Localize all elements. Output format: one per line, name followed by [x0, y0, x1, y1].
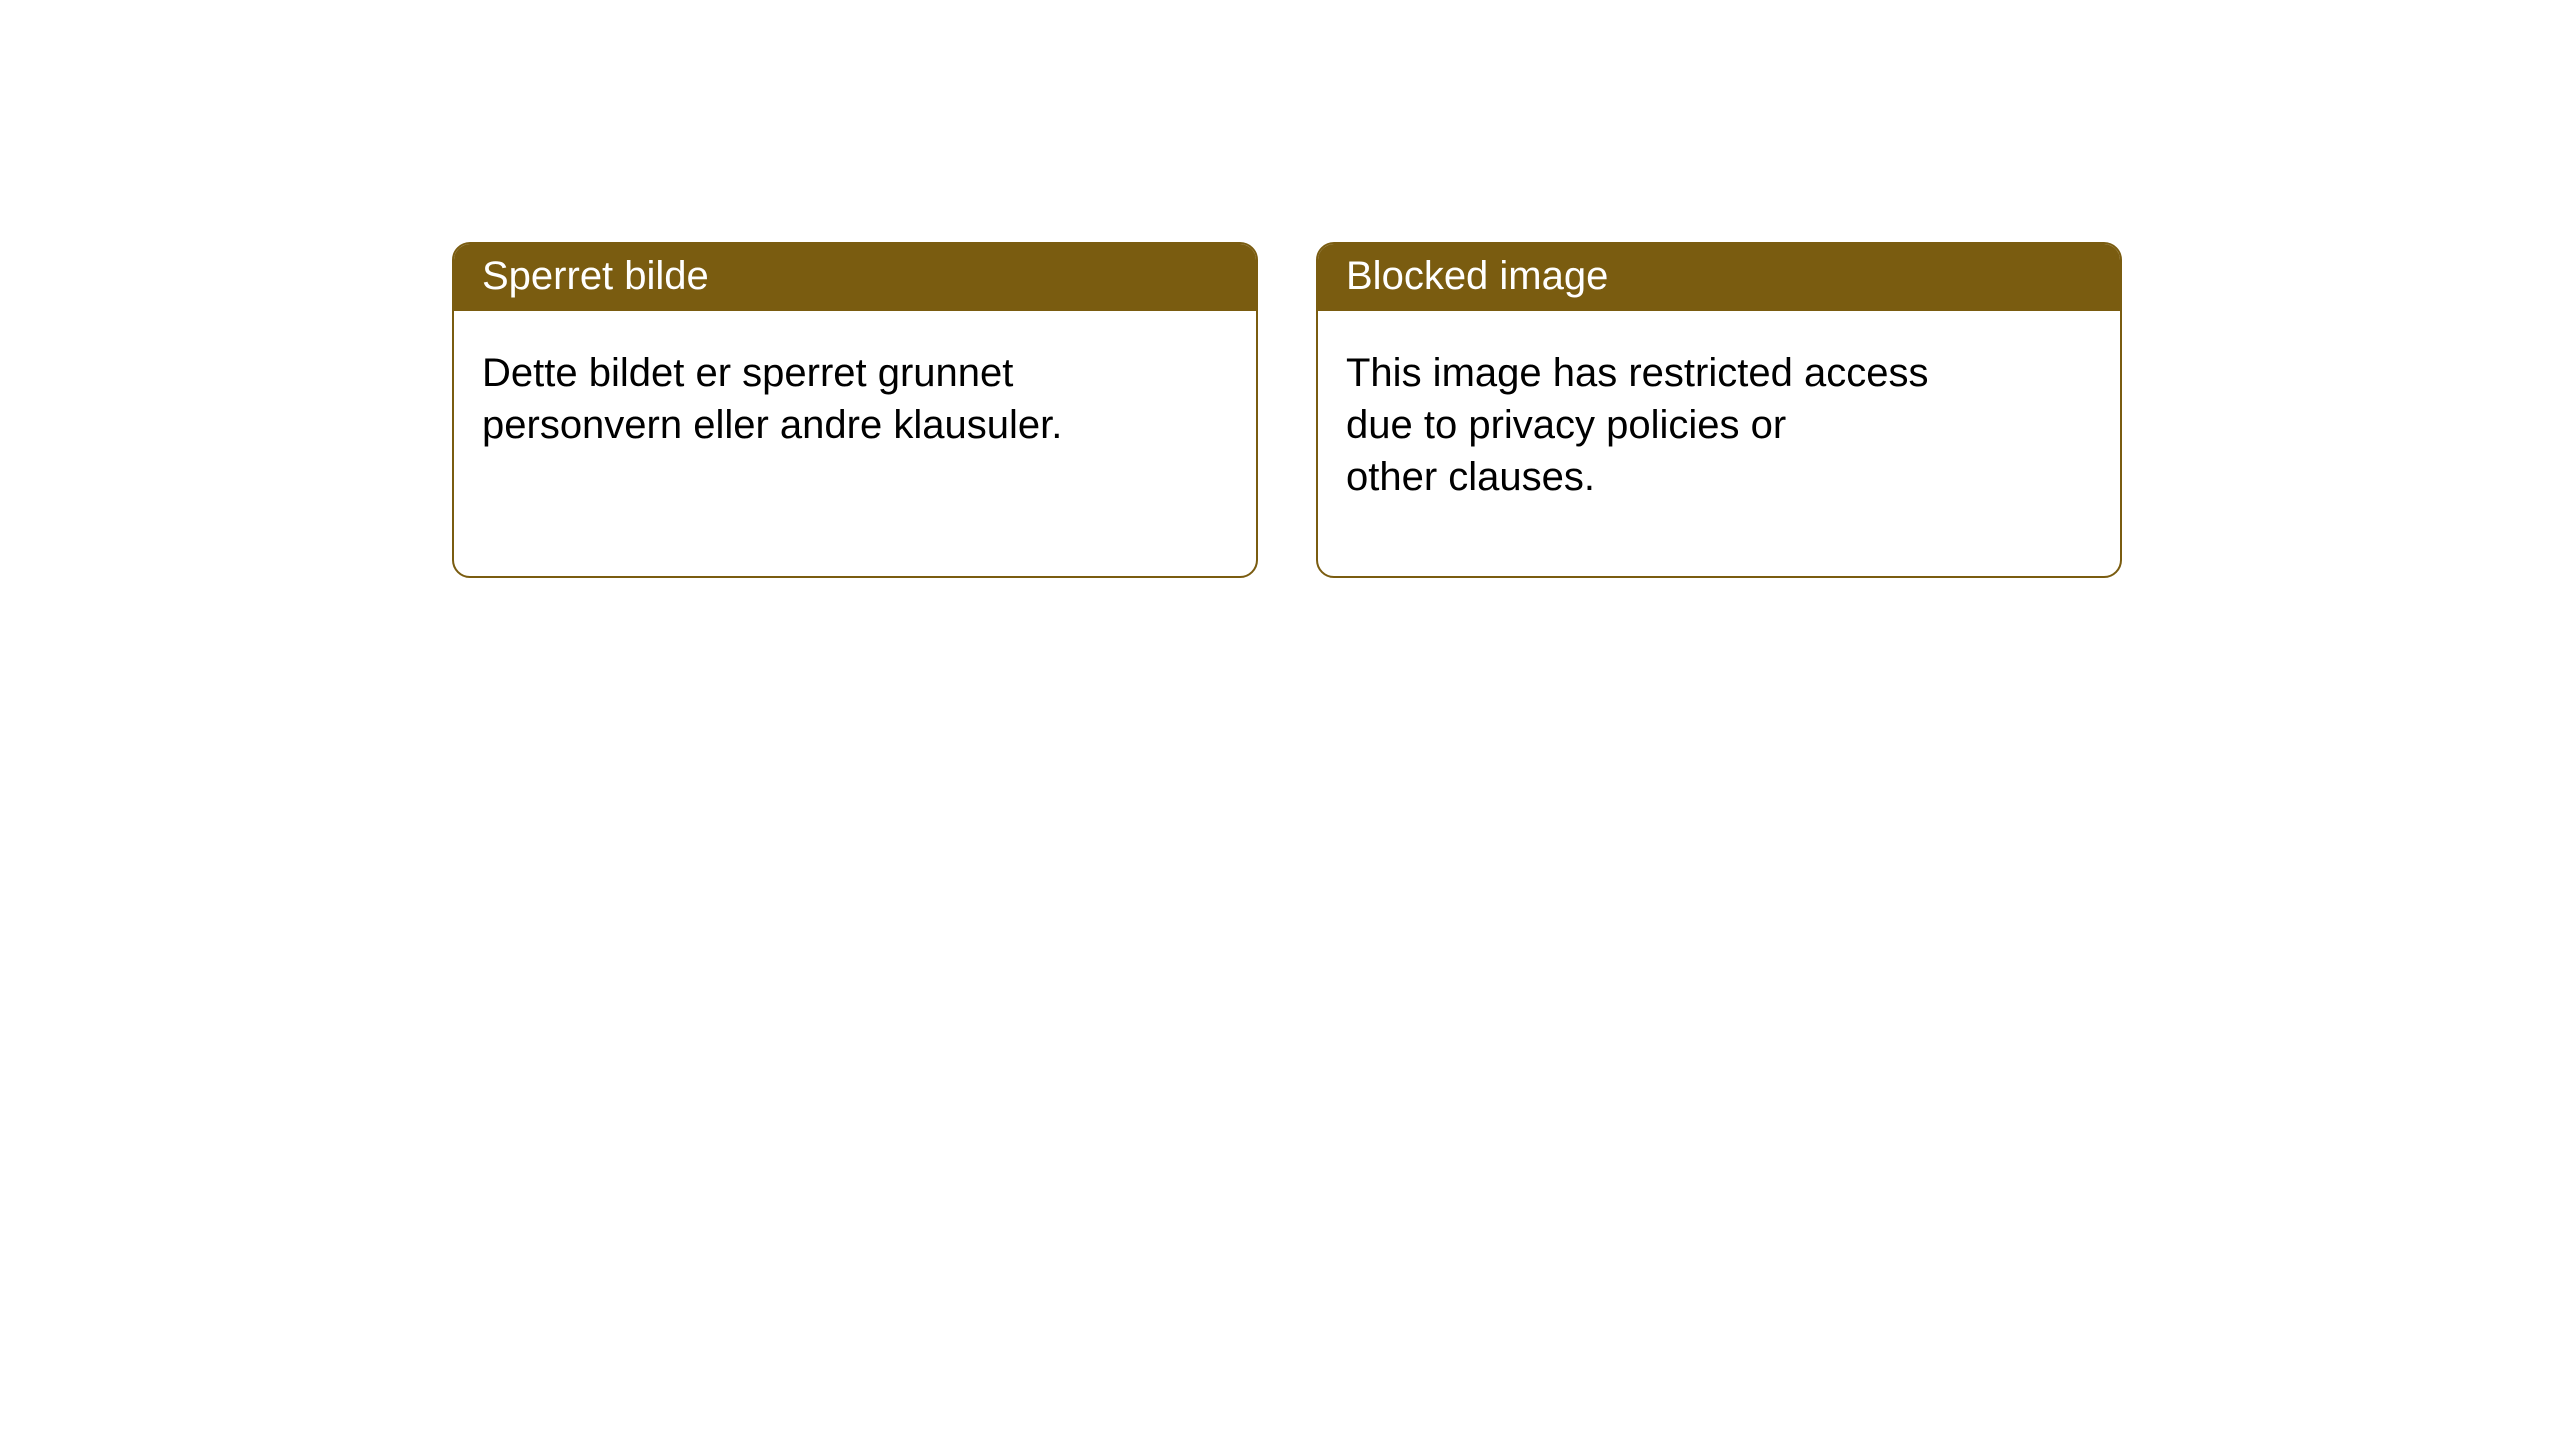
notice-card-no-body: Dette bildet er sperret grunnet personve…: [454, 311, 1256, 479]
notice-card-no-title: Sperret bilde: [454, 244, 1256, 311]
notice-cards-container: Sperret bilde Dette bildet er sperret gr…: [452, 242, 2122, 578]
notice-card-en-title: Blocked image: [1318, 244, 2120, 311]
notice-card-en-body: This image has restricted access due to …: [1318, 311, 2120, 531]
notice-card-en: Blocked image This image has restricted …: [1316, 242, 2122, 578]
notice-card-no: Sperret bilde Dette bildet er sperret gr…: [452, 242, 1258, 578]
